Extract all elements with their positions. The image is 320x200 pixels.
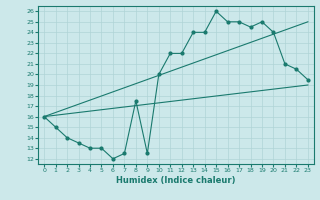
X-axis label: Humidex (Indice chaleur): Humidex (Indice chaleur) bbox=[116, 176, 236, 185]
